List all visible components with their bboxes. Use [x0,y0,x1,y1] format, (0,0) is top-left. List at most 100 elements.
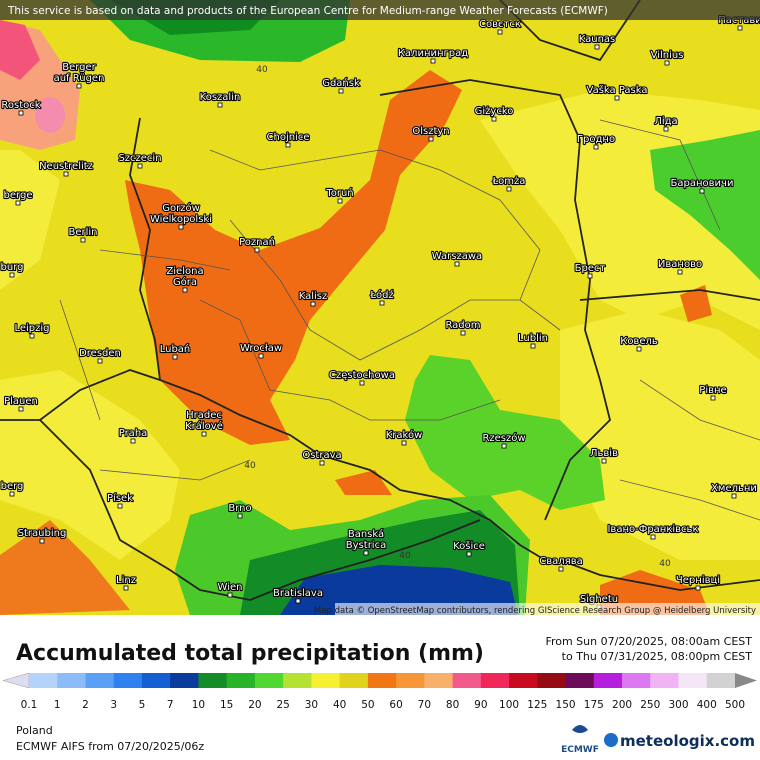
legend-tick-label: 400 [697,699,717,711]
city-label: Lublin [518,333,548,344]
legend-tick-label: 20 [248,699,261,711]
shade-yellow [0,150,60,290]
city-labels: СовєтскKaunasVilniusПаставиКалининградGd… [0,14,760,610]
city-dot [614,95,620,101]
attribution: Map data © OpenStreetMap contributors, r… [314,606,756,616]
city-label: Совєтск [479,19,521,30]
region: Poland [16,724,53,737]
city-label: Straubing [18,528,67,539]
legend-tick-label: 250 [640,699,660,711]
city-dot [428,136,434,142]
legend-panel: Accumulated total precipitation (mm) Fro… [0,615,760,760]
city-label: Свалява [539,556,582,567]
ecmwf-icon [572,725,588,733]
city-dot [401,440,407,446]
city-label: Zielona [166,266,203,277]
city-dot [123,585,129,591]
legend-tick-label: 50 [361,699,374,711]
city-label: Dresden [79,348,121,359]
colorbar-segment [622,673,651,688]
shade-orange [0,520,130,615]
city-label: burg [1,262,24,273]
city-dot [63,171,69,177]
city-label: Wielkopolski [150,214,212,225]
city-dot [587,273,593,279]
city-label: Kalisz [299,291,328,302]
city-label: Івано-Франківськ [607,523,698,535]
period-from: From Sun 07/20/2025, 08:00am CEST [545,635,752,648]
colorbar-segment [283,673,312,688]
city-dot [663,126,669,132]
city-dot [178,224,184,230]
city-label: Koszalin [200,92,241,103]
legend-tick-label: 90 [474,699,487,711]
city-label: Hradec [186,410,222,421]
notice-bar [0,0,760,20]
city-label: Olsztyn [412,126,449,137]
legend-tick-label: 80 [446,699,459,711]
city-label: Bratislava [273,588,323,599]
city-label: Gdańsk [322,77,360,89]
city-dot [217,102,223,108]
city-dot [699,188,705,194]
legend-tick-label: 500 [725,699,745,711]
shade-pink [0,20,40,80]
city-label: Рівне [699,384,726,396]
city-dot [338,88,344,94]
city-dot [710,395,716,401]
contour-label: 40 [659,559,671,569]
city-dot [506,186,512,192]
city-label: Sighetu [580,594,618,605]
city-dot [237,513,243,519]
city-dot [9,491,15,497]
city-label: Bystrica [346,540,386,551]
city-label: berge [4,190,33,201]
city-label: Львів [590,447,618,459]
city-label: Neustrelitz [39,161,93,172]
notice: This service is based on data and produc… [7,5,608,17]
city-dot [182,287,188,293]
city-label: Berlin [68,227,97,238]
contour-label: 40 [244,461,256,471]
shade-green [405,355,605,510]
city-dot [258,353,264,359]
legend-tick-label: 0.1 [21,699,38,711]
city-dot [227,592,233,598]
city-dot [650,534,656,540]
city-dot [601,458,607,464]
logo-ecmwf: ECMWF [561,745,599,755]
colorbar-segment [396,673,425,688]
shade-blue [280,565,518,615]
city-dot [80,237,86,243]
legend-tick-label: 60 [389,699,402,711]
city-dot [497,29,503,35]
city-label: Vaška Paska [587,84,648,96]
city-dot [731,493,737,499]
city-dot [466,551,472,557]
colorbar-segment [226,673,256,688]
city-label: Lubań [160,343,191,355]
colorbar-segment [57,673,86,688]
city-label: Leipzig [14,323,49,334]
city-label: Chojnice [267,132,310,143]
colorbar-segment [85,673,115,688]
legend-tick-label: 15 [220,699,233,711]
legend-tick-label: 150 [556,699,576,711]
legend-tick-label: 7 [167,699,174,711]
legend-tick-label: 2 [82,699,89,711]
shade-pink [35,97,65,133]
city-label: Wrocław [240,343,282,354]
shade-orange [335,470,392,495]
colorbar-segment [367,673,397,688]
city-label: Kaunas [579,34,616,45]
city-dot [337,198,343,204]
city-dot [9,272,15,278]
panel-title: Accumulated total precipitation (mm) [16,641,484,666]
city-dot [319,460,325,466]
city-dot [695,585,701,591]
city-dot [137,163,143,169]
city-label: Брест [575,263,606,274]
city-dot [593,144,599,150]
city-dot [18,406,24,412]
city-dot [359,380,365,386]
